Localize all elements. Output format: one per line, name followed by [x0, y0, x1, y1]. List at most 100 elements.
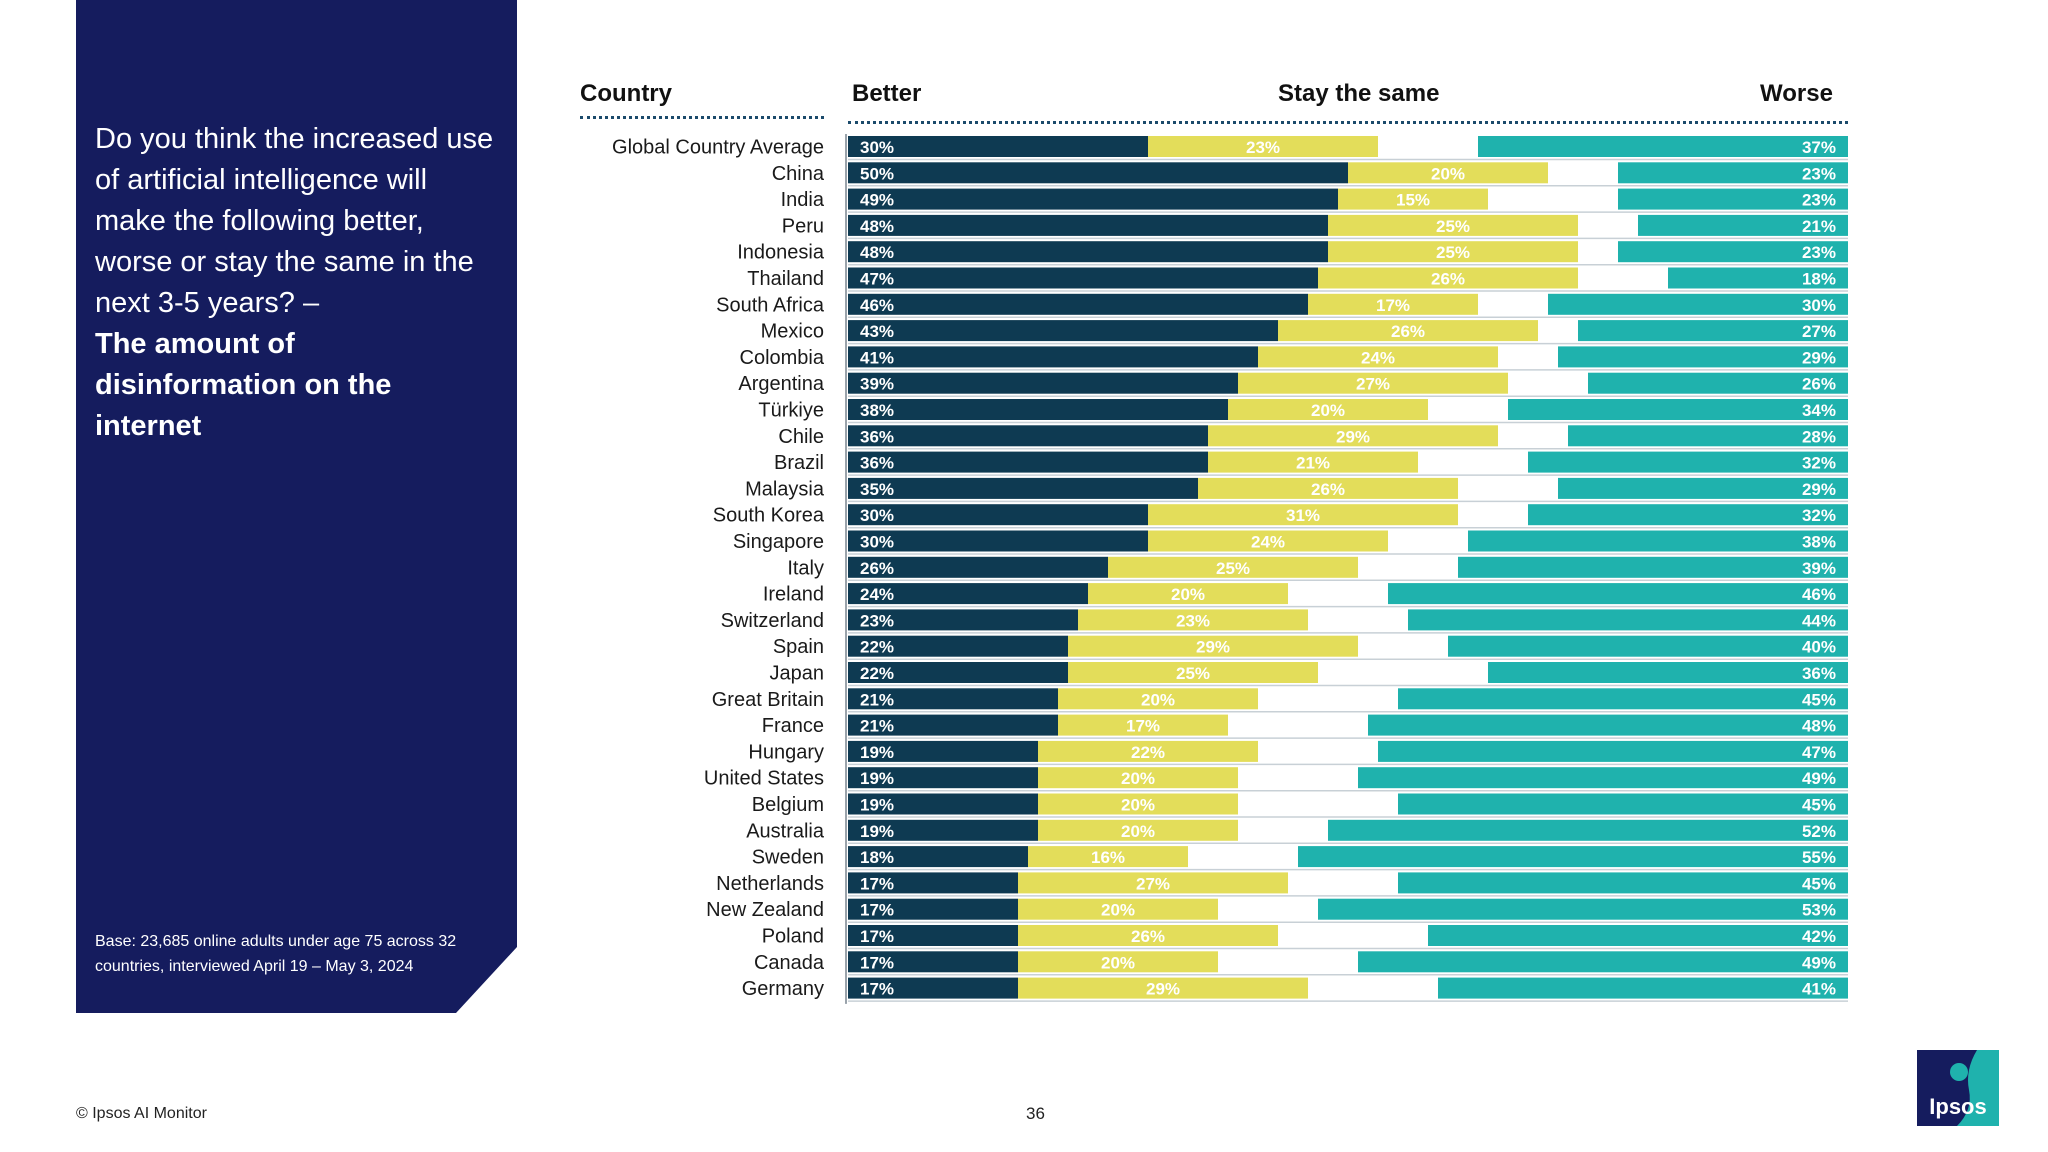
value-label-better: 48% — [860, 243, 894, 262]
country-label: Great Britain — [712, 689, 824, 711]
bar-worse — [1568, 425, 1848, 447]
bar-worse — [1508, 399, 1848, 420]
value-label-worse: 38% — [1802, 533, 1836, 552]
value-label-better: 39% — [860, 375, 894, 394]
bar-worse — [1408, 609, 1848, 631]
bar-same — [1338, 188, 1488, 210]
value-label-same: 26% — [1311, 480, 1345, 499]
value-label-better: 17% — [860, 953, 894, 972]
value-label-worse: 45% — [1802, 796, 1836, 815]
bar-better — [848, 188, 1338, 210]
bar-worse — [1638, 214, 1848, 236]
value-label-better: 18% — [860, 848, 894, 867]
bar-same — [1328, 214, 1578, 236]
bar-better — [848, 898, 1018, 920]
value-label-better: 41% — [860, 348, 894, 367]
value-label-better: 22% — [860, 638, 894, 657]
country-label: Hungary — [748, 741, 824, 763]
bar-worse — [1618, 188, 1848, 210]
country-label: South Korea — [713, 505, 825, 527]
value-label-better: 30% — [860, 138, 894, 157]
bar-worse — [1398, 688, 1848, 710]
bar-same — [1018, 898, 1218, 920]
value-label-worse: 21% — [1802, 217, 1836, 236]
value-label-better: 26% — [860, 559, 894, 578]
value-label-worse: 18% — [1802, 270, 1836, 289]
bar-better — [848, 793, 1038, 815]
value-label-same: 26% — [1131, 927, 1165, 946]
bar-worse — [1318, 898, 1848, 920]
bar-worse — [1548, 293, 1848, 315]
country-label: India — [781, 189, 825, 211]
value-label-worse: 29% — [1802, 348, 1836, 367]
bar-same — [1148, 530, 1388, 552]
country-label: United States — [704, 768, 824, 790]
base-note: Base: 23,685 online adults under age 75 … — [95, 933, 457, 975]
value-label-worse: 36% — [1802, 664, 1836, 683]
value-label-same: 15% — [1396, 191, 1430, 210]
value-label-same: 20% — [1431, 164, 1465, 183]
value-label-same: 26% — [1431, 270, 1465, 289]
stacked-bar-chart: Global Country Average 30% 23% 37% China 50% 2… — [612, 134, 1848, 1004]
logo-text: Ipsos — [1929, 1094, 1986, 1119]
bar-better — [848, 293, 1308, 315]
bar-same — [1148, 136, 1378, 157]
bar-better — [848, 635, 1068, 657]
bar-better — [848, 767, 1038, 789]
value-label-better: 17% — [860, 874, 894, 893]
value-label-same: 27% — [1356, 375, 1390, 394]
question-text: Do you think the increased use of artifi… — [95, 119, 495, 447]
value-label-better: 19% — [860, 796, 894, 815]
country-label: Colombia — [740, 347, 825, 369]
value-label-same: 24% — [1361, 348, 1395, 367]
country-label: Global Country Average — [612, 137, 824, 159]
bar-worse — [1588, 372, 1848, 394]
country-label: Indonesia — [737, 242, 825, 264]
value-label-same: 22% — [1131, 743, 1165, 762]
bar-worse — [1668, 267, 1848, 289]
country-label: France — [762, 715, 824, 737]
value-label-worse: 39% — [1802, 559, 1836, 578]
bar-worse — [1558, 477, 1848, 499]
bar-same — [1018, 977, 1308, 999]
bar-better — [848, 609, 1078, 631]
bar-better — [848, 846, 1028, 868]
value-label-better: 35% — [860, 480, 894, 499]
bar-same — [1068, 662, 1318, 683]
value-label-better: 22% — [860, 664, 894, 683]
value-label-worse: 46% — [1802, 585, 1836, 604]
value-label-worse: 52% — [1802, 822, 1836, 841]
bar-same — [1348, 162, 1548, 184]
value-label-worse: 26% — [1802, 375, 1836, 394]
value-label-worse: 48% — [1802, 717, 1836, 736]
question-panel — [76, 0, 517, 1013]
value-label-same: 20% — [1311, 401, 1345, 420]
value-label-same: 24% — [1251, 533, 1285, 552]
bar-worse — [1478, 136, 1848, 157]
value-label-same: 20% — [1121, 822, 1155, 841]
bar-better — [848, 530, 1148, 552]
footer-copyright: © Ipsos AI Monitor — [76, 1105, 207, 1122]
country-label: China — [772, 163, 825, 185]
bar-better — [848, 714, 1058, 736]
bar-same — [1278, 320, 1538, 342]
bar-worse — [1558, 346, 1848, 368]
bar-same — [1018, 925, 1278, 946]
bar-better — [848, 372, 1238, 394]
bar-same — [1058, 688, 1258, 710]
country-label: Belgium — [752, 794, 824, 816]
value-label-better: 24% — [860, 585, 894, 604]
value-label-better: 19% — [860, 822, 894, 841]
value-label-better: 50% — [860, 164, 894, 183]
bar-worse — [1398, 872, 1848, 894]
bar-same — [1018, 872, 1288, 894]
value-label-worse: 41% — [1802, 980, 1836, 999]
value-label-worse: 42% — [1802, 927, 1836, 946]
question-main: Do you think the increased use of artifi… — [95, 123, 494, 319]
value-label-better: 21% — [860, 717, 894, 736]
bar-same — [1058, 714, 1228, 736]
country-label: Japan — [770, 663, 825, 685]
value-label-same: 23% — [1246, 138, 1280, 157]
value-label-better: 47% — [860, 270, 894, 289]
value-label-worse: 28% — [1802, 427, 1836, 446]
